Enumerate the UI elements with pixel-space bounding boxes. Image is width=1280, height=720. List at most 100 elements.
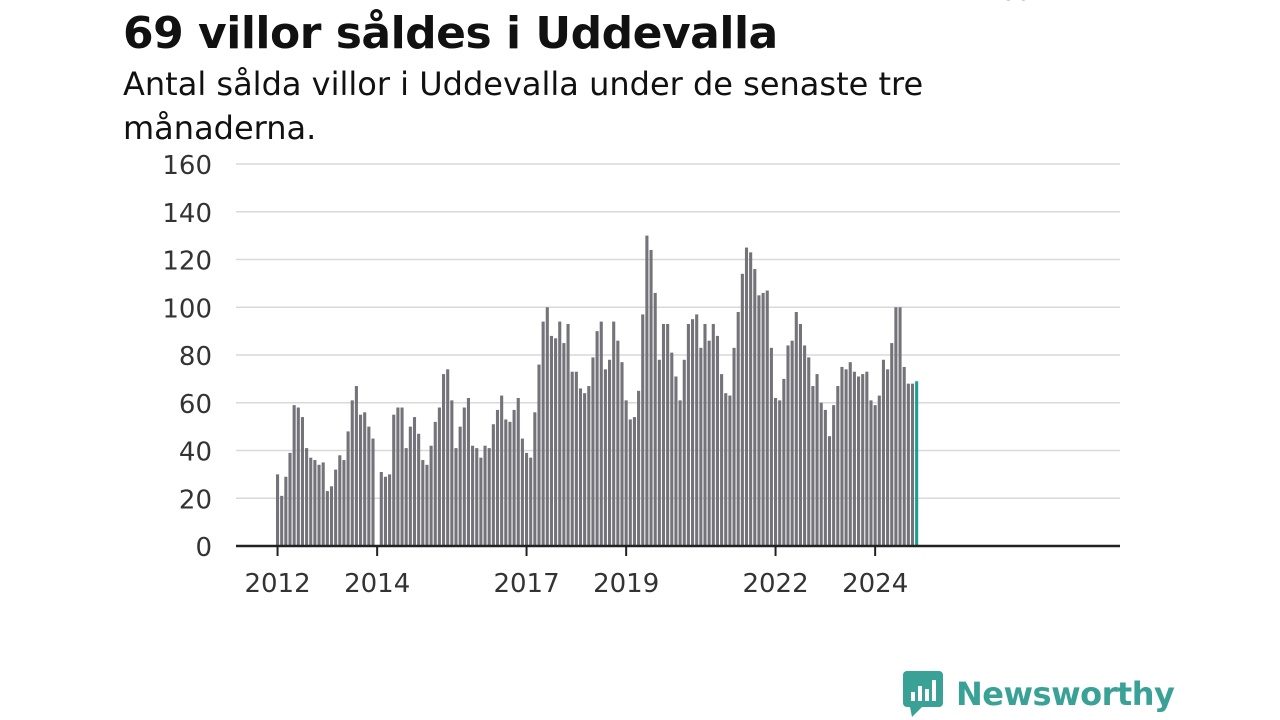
bar	[836, 386, 840, 546]
bar	[541, 321, 545, 546]
bar	[525, 452, 529, 546]
bar	[691, 319, 695, 546]
bar	[832, 405, 836, 546]
bar-highlight	[915, 381, 919, 546]
bar	[803, 345, 807, 546]
x-tick-label: 2014	[344, 569, 410, 599]
bar	[865, 371, 869, 546]
gridlines	[236, 163, 1120, 499]
bar	[616, 340, 620, 546]
bar	[807, 357, 811, 546]
bar	[429, 445, 433, 546]
bar	[608, 359, 612, 546]
x-tick-label: 2024	[842, 569, 908, 599]
bar-chart-speech-bubble-icon	[903, 671, 943, 717]
newsworthy-logo: Newsworthy	[902, 670, 1175, 718]
bar	[670, 352, 674, 546]
bar	[661, 323, 666, 546]
bar	[334, 469, 338, 546]
x-axis: 2012 2014 2017 2019 2022 2024	[236, 544, 1120, 599]
bar	[321, 462, 325, 546]
bar	[778, 400, 782, 546]
bar	[852, 371, 856, 546]
bar	[421, 460, 425, 546]
bar	[724, 393, 728, 546]
bar	[790, 340, 794, 546]
bar	[367, 426, 371, 546]
y-tick-label: 80	[179, 342, 212, 372]
annotations: 69	[1000, 0, 1033, 7]
bar	[794, 312, 798, 546]
bar	[620, 362, 624, 546]
bar	[408, 426, 412, 546]
bar	[749, 252, 753, 546]
bar	[894, 307, 898, 546]
bar	[649, 249, 653, 546]
bar	[446, 369, 450, 546]
bar	[354, 386, 358, 546]
bar	[562, 343, 566, 546]
bar	[707, 340, 711, 546]
y-tick-label: 140	[162, 199, 212, 229]
bar	[392, 414, 396, 546]
y-tick-label: 0	[195, 533, 212, 563]
bar	[678, 400, 682, 546]
bar	[840, 366, 844, 546]
bar	[720, 374, 724, 546]
chart-title: 69 villor såldes i Uddevalla	[123, 8, 778, 59]
bar	[686, 323, 690, 546]
bar	[811, 386, 815, 546]
brand-name: Newsworthy	[956, 675, 1175, 713]
bar	[383, 476, 387, 546]
bar	[454, 448, 458, 546]
bar	[624, 400, 628, 546]
bar	[782, 378, 786, 546]
bar	[504, 419, 508, 546]
bar	[284, 476, 288, 546]
bar	[744, 247, 749, 546]
bar	[466, 397, 470, 546]
bar	[508, 421, 512, 546]
bar	[404, 448, 408, 546]
bar	[479, 457, 483, 546]
bar	[433, 421, 437, 546]
bar	[545, 307, 549, 546]
bar	[296, 407, 300, 546]
bar	[902, 366, 906, 546]
bar	[819, 402, 823, 546]
bar	[309, 457, 313, 546]
bar	[653, 292, 657, 546]
bar	[844, 369, 848, 546]
bar	[396, 407, 400, 546]
bar	[533, 412, 537, 546]
bar	[666, 323, 670, 546]
bar	[699, 347, 703, 546]
x-tick-label: 2017	[493, 569, 559, 599]
bar	[317, 464, 321, 546]
bar	[342, 460, 346, 546]
bar	[388, 474, 392, 546]
bar	[583, 393, 587, 546]
bar	[487, 448, 491, 546]
bar	[516, 397, 520, 546]
bar	[417, 433, 421, 546]
bar	[554, 338, 558, 546]
bar	[774, 397, 778, 546]
bar	[325, 491, 329, 546]
bar	[300, 417, 304, 546]
bar	[578, 388, 583, 546]
bar	[599, 321, 603, 546]
bar	[587, 386, 591, 546]
bar	[732, 347, 736, 546]
x-tick-label: 2012	[244, 569, 310, 599]
bar	[761, 292, 765, 546]
bar	[591, 357, 595, 546]
bar	[329, 486, 334, 546]
y-tick-label: 100	[162, 294, 212, 324]
bars	[276, 235, 919, 546]
bar	[350, 400, 354, 546]
bar	[861, 374, 865, 546]
bar	[359, 414, 363, 546]
bar	[512, 409, 516, 546]
bar	[703, 323, 707, 546]
